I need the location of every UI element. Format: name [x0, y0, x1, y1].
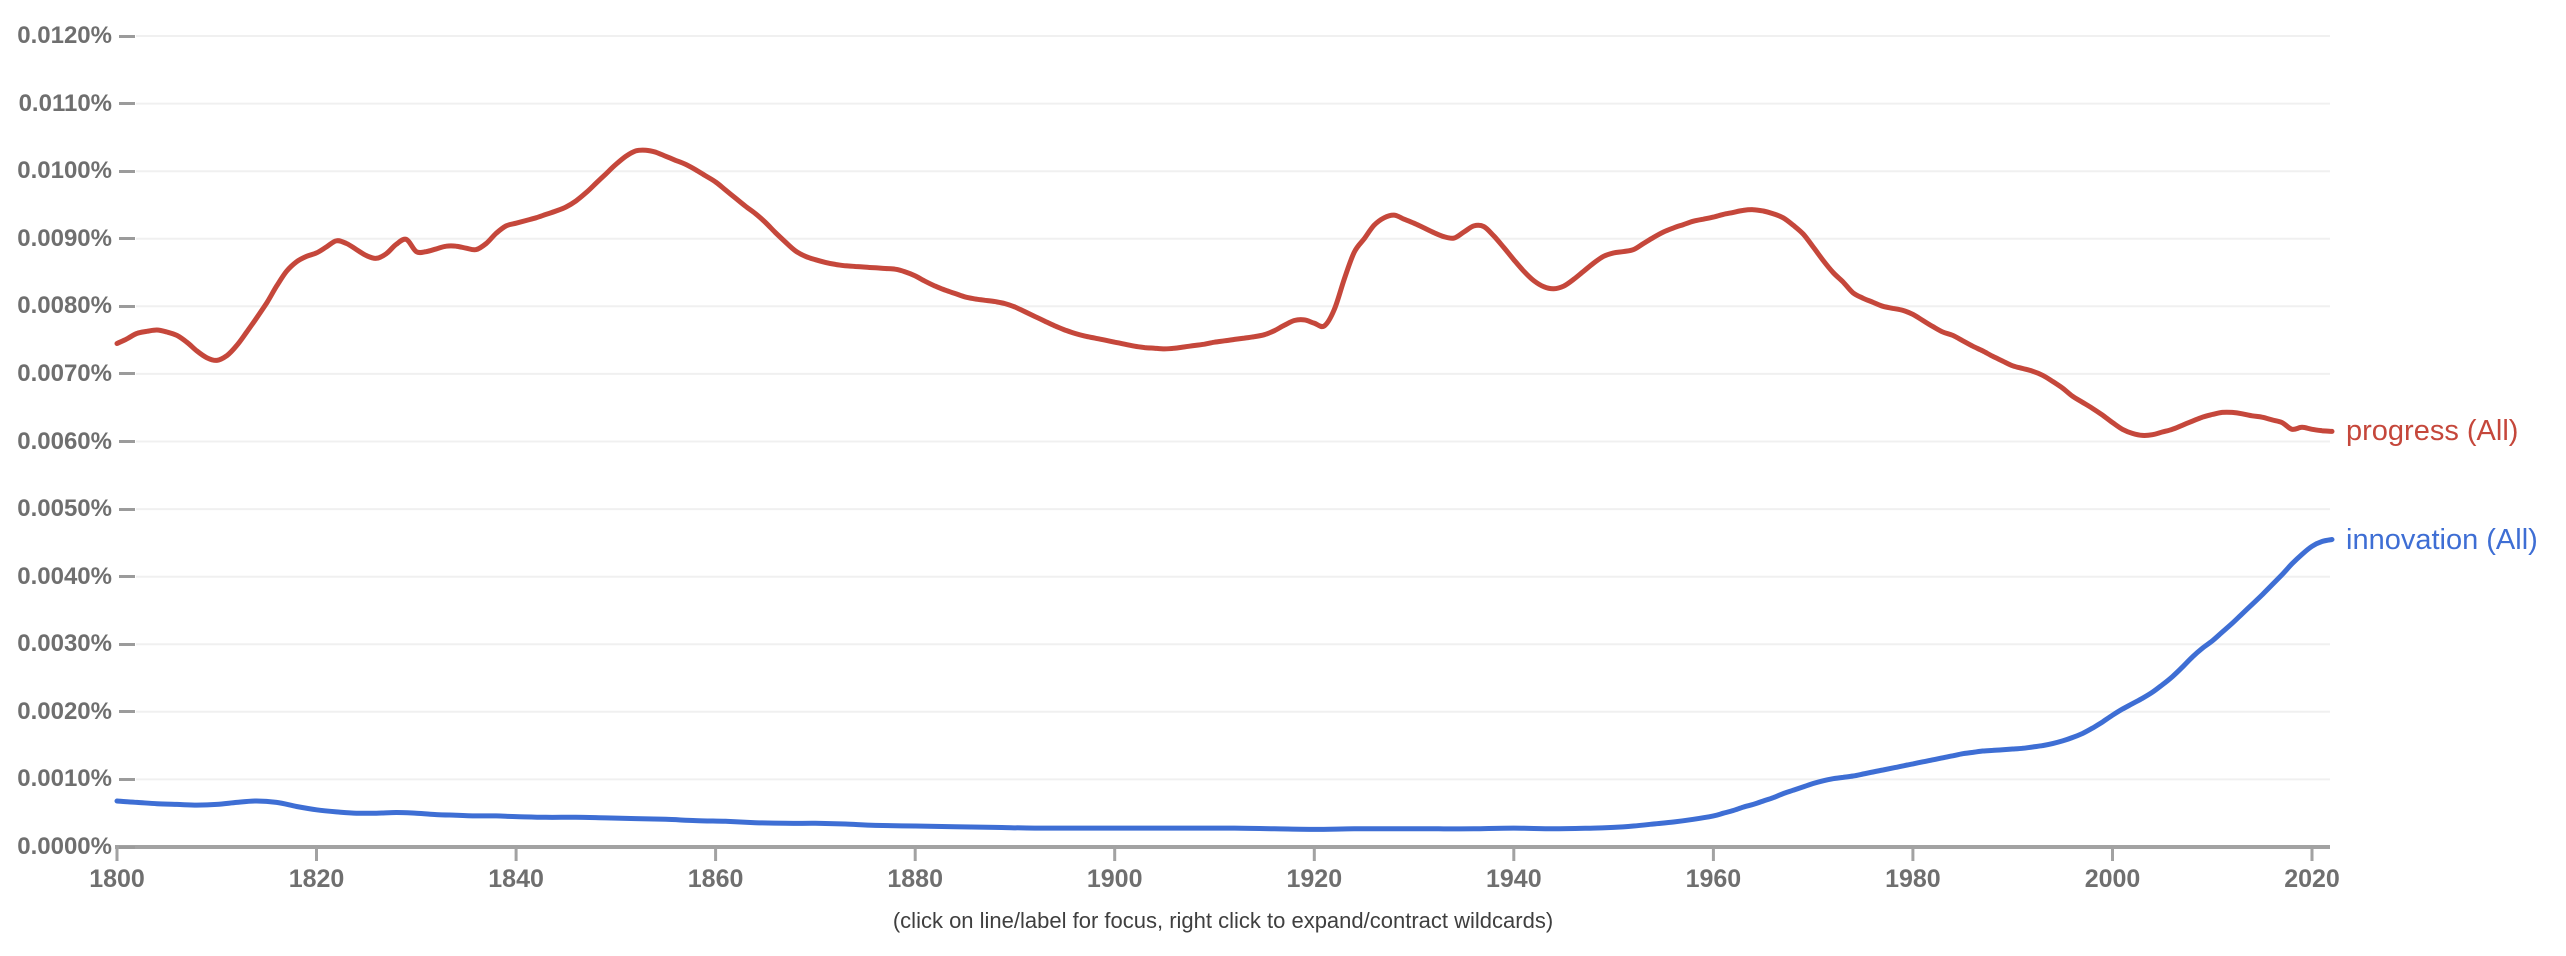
x-tick-label: 1920: [1286, 865, 1343, 893]
y-tick-dash: [119, 169, 135, 173]
y-tick-label: 0.0070%: [17, 359, 112, 387]
series-label-progress[interactable]: progress (All): [2346, 415, 2519, 448]
line-innovation[interactable]: [114, 537, 2335, 832]
x-tick-label: 2020: [2284, 865, 2340, 893]
x-tick-label: 1860: [687, 865, 744, 893]
y-tick-dash: [119, 102, 135, 106]
y-tick-label: 0.0060%: [17, 427, 112, 455]
y-tick-label: 0.0010%: [17, 765, 112, 793]
x-tick-label: 1900: [1086, 865, 1143, 893]
x-tick-label: 1800: [89, 865, 145, 893]
x-tick-label: 1980: [1885, 865, 1941, 893]
x-tick-label: 1880: [887, 865, 943, 893]
y-tick-label: 0.0110%: [18, 89, 112, 117]
y-tick-dash: [119, 845, 135, 849]
line-progress[interactable]: [114, 147, 2335, 438]
y-tick-label: 0.0030%: [17, 630, 112, 658]
y-tick-dash: [119, 507, 135, 511]
y-tick-label: 0.0020%: [17, 697, 112, 725]
y-tick-dash: [119, 440, 135, 443]
footer-hint: (click on line/label for focus, right cl…: [892, 908, 1554, 933]
y-tick-dash: [119, 304, 135, 308]
y-tick-label: 0.0100%: [17, 157, 112, 185]
y-tick-dash: [119, 642, 135, 646]
y-tick-label: 0.0050%: [17, 495, 112, 523]
y-tick-dash: [119, 34, 135, 38]
y-tick-dash: [119, 777, 135, 781]
series-label-innovation[interactable]: innovation (All): [2346, 523, 2538, 556]
y-tick-dash: [119, 237, 135, 241]
y-tick-label: 0.0040%: [17, 562, 112, 590]
x-tick-label: 1940: [1485, 865, 1542, 893]
x-tick-label: 1960: [1685, 865, 1742, 893]
y-tick-label: 0.0080%: [17, 292, 112, 320]
y-tick-label: 0.0090%: [17, 224, 112, 252]
y-tick-dash: [119, 372, 135, 376]
y-tick-label: 0.0120%: [17, 22, 112, 49]
x-tick-label: 2000: [2084, 865, 2141, 893]
y-tick-dash: [119, 710, 135, 714]
y-tick-label: 0.0000%: [17, 833, 112, 860]
x-tick-label: 1840: [488, 865, 544, 893]
y-tick-dash: [119, 575, 135, 579]
x-tick-label: 1820: [288, 865, 345, 893]
